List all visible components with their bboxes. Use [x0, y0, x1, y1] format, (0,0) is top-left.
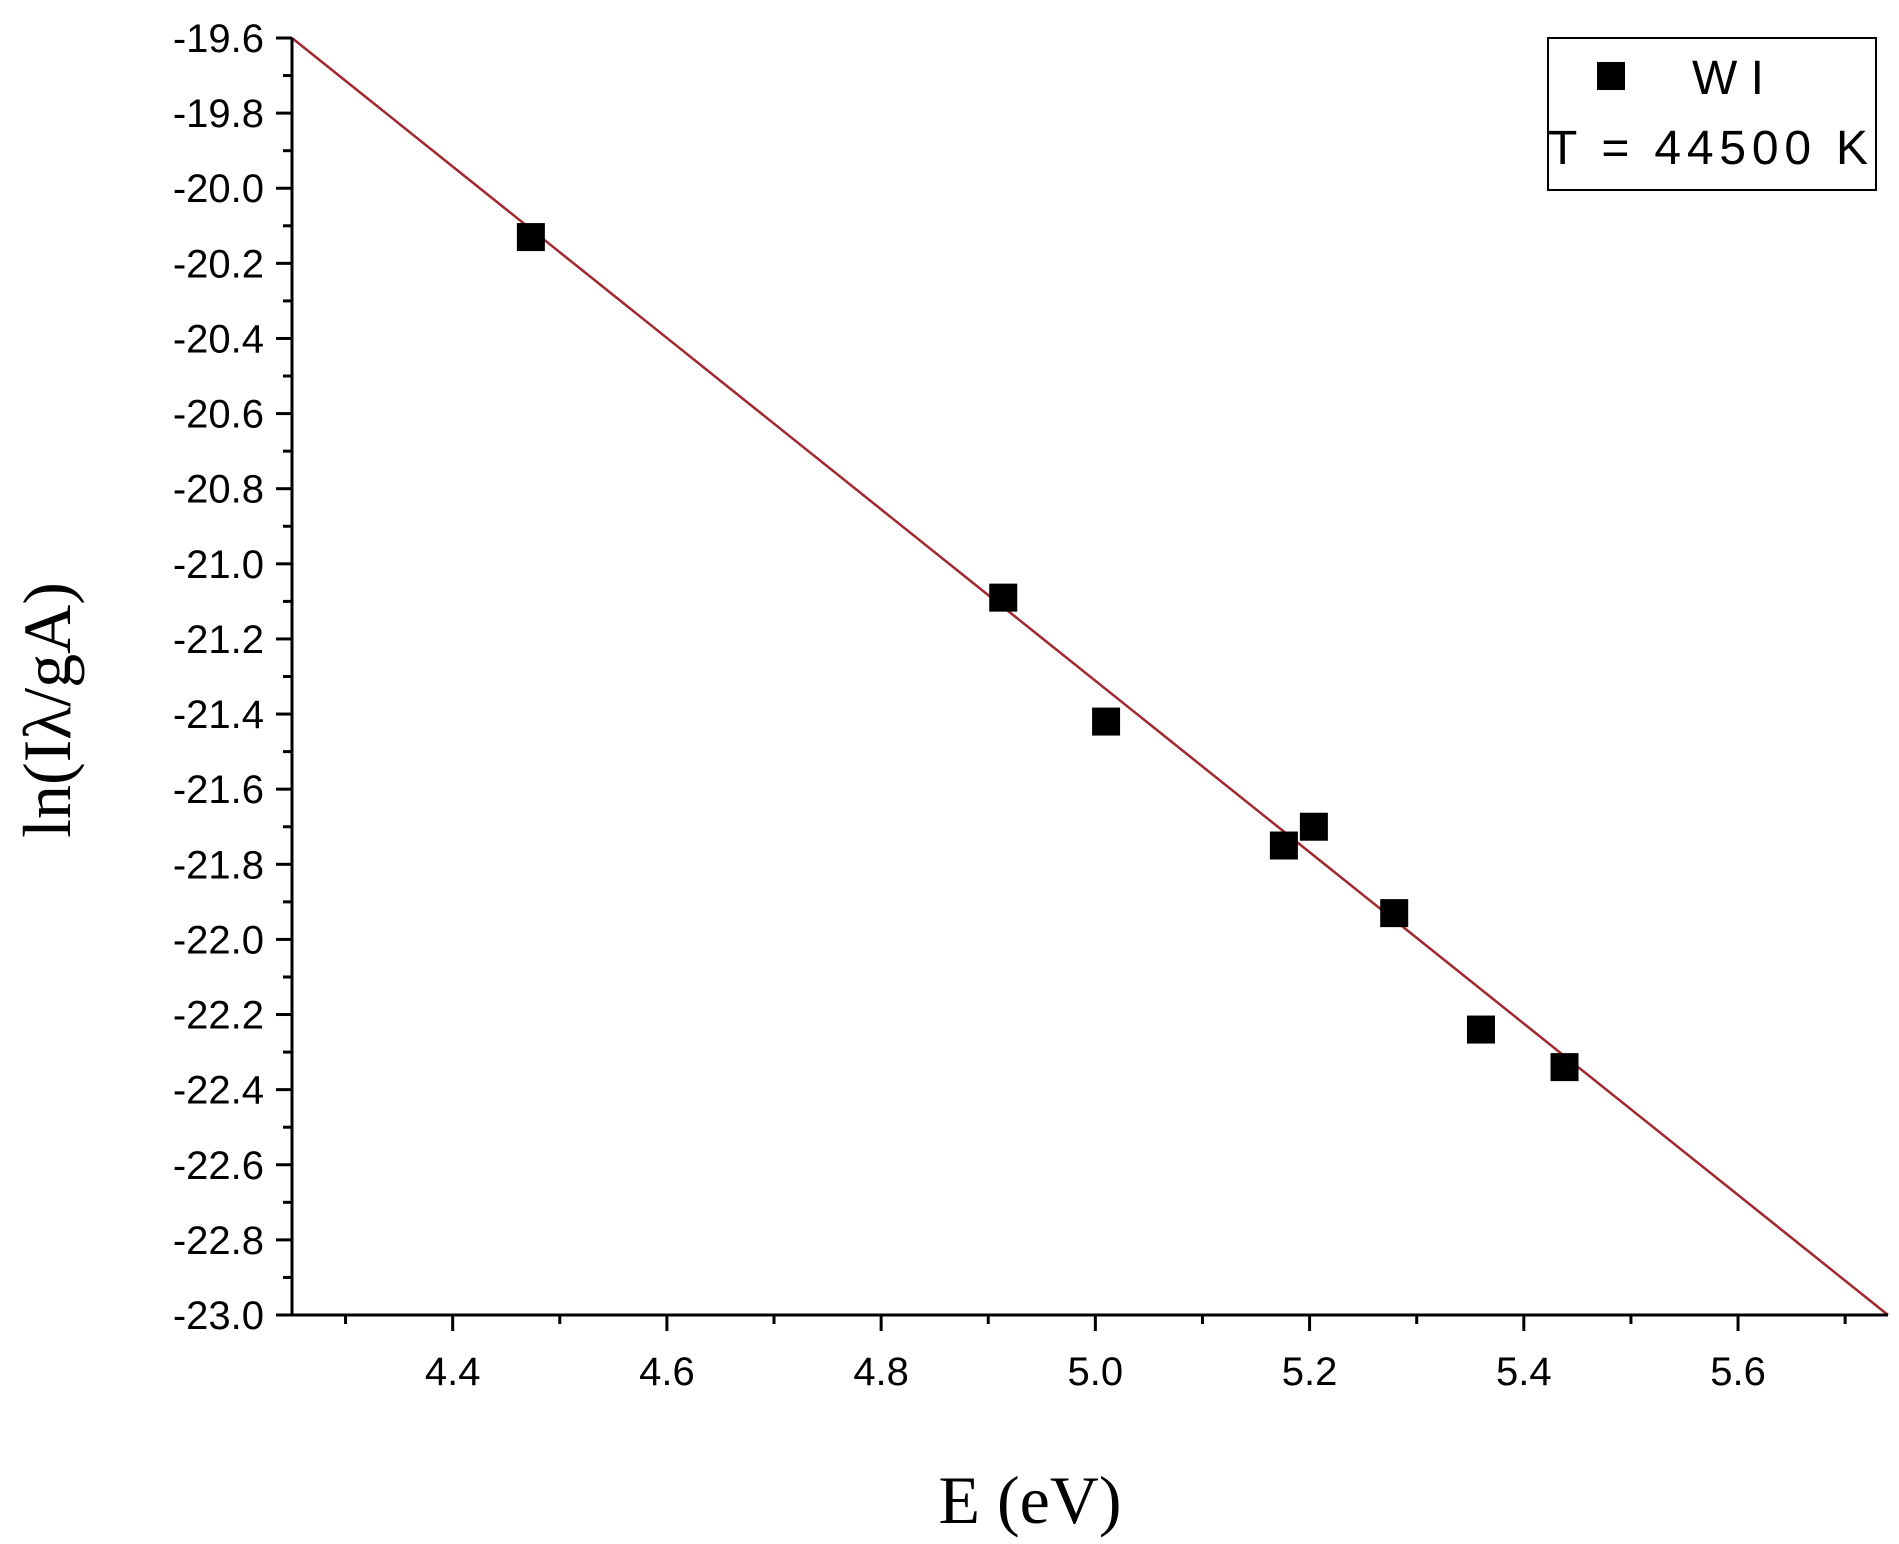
legend-series-label: W I — [1692, 52, 1764, 105]
x-tick-label: 5.6 — [1710, 1350, 1766, 1394]
y-tick-label: -22.2 — [173, 994, 264, 1038]
y-tick-label: -19.8 — [173, 92, 264, 136]
data-point — [1299, 812, 1328, 841]
y-tick-label: -21.4 — [173, 693, 264, 737]
y-tick-label: -22.8 — [173, 1219, 264, 1263]
y-tick-label: -20.4 — [173, 317, 264, 361]
y-tick-label: -23.0 — [173, 1294, 264, 1338]
data-point — [1550, 1053, 1579, 1082]
y-tick-label: -20.0 — [173, 167, 264, 211]
y-tick-label: -20.2 — [173, 242, 264, 286]
data-point — [1269, 831, 1298, 860]
linear-fit-line — [291, 37, 1889, 1316]
y-tick-label: -20.8 — [173, 468, 264, 512]
y-tick-label: -22.4 — [173, 1069, 264, 1113]
y-tick-label: -21.0 — [173, 543, 264, 587]
data-point — [1466, 1015, 1495, 1044]
y-tick-label: -21.2 — [173, 618, 264, 662]
x-tick-label: 5.0 — [1068, 1350, 1124, 1394]
x-tick-label: 5.2 — [1282, 1350, 1338, 1394]
x-axis-title: E (eV) — [938, 1462, 1121, 1538]
y-tick-label: -20.6 — [173, 393, 264, 437]
legend-marker-square — [1597, 62, 1625, 90]
x-tick-label: 5.4 — [1496, 1350, 1552, 1394]
x-tick-label: 4.4 — [425, 1350, 481, 1394]
data-point — [1380, 899, 1409, 928]
y-tick-label: -21.8 — [173, 843, 264, 887]
x-tick-label: 4.6 — [639, 1350, 695, 1394]
y-axis-title: ln(Iλ/gA) — [9, 582, 85, 838]
y-tick-label: -21.6 — [173, 768, 264, 812]
x-tick-label: 4.8 — [853, 1350, 909, 1394]
legend: W I T = 44500 K — [1547, 37, 1877, 191]
data-point — [1092, 707, 1121, 736]
y-tick-label: -19.6 — [173, 17, 264, 61]
y-tick-label: -22.0 — [173, 918, 264, 962]
y-tick-label: -22.6 — [173, 1144, 264, 1188]
data-point — [516, 223, 545, 252]
data-point — [989, 583, 1018, 612]
